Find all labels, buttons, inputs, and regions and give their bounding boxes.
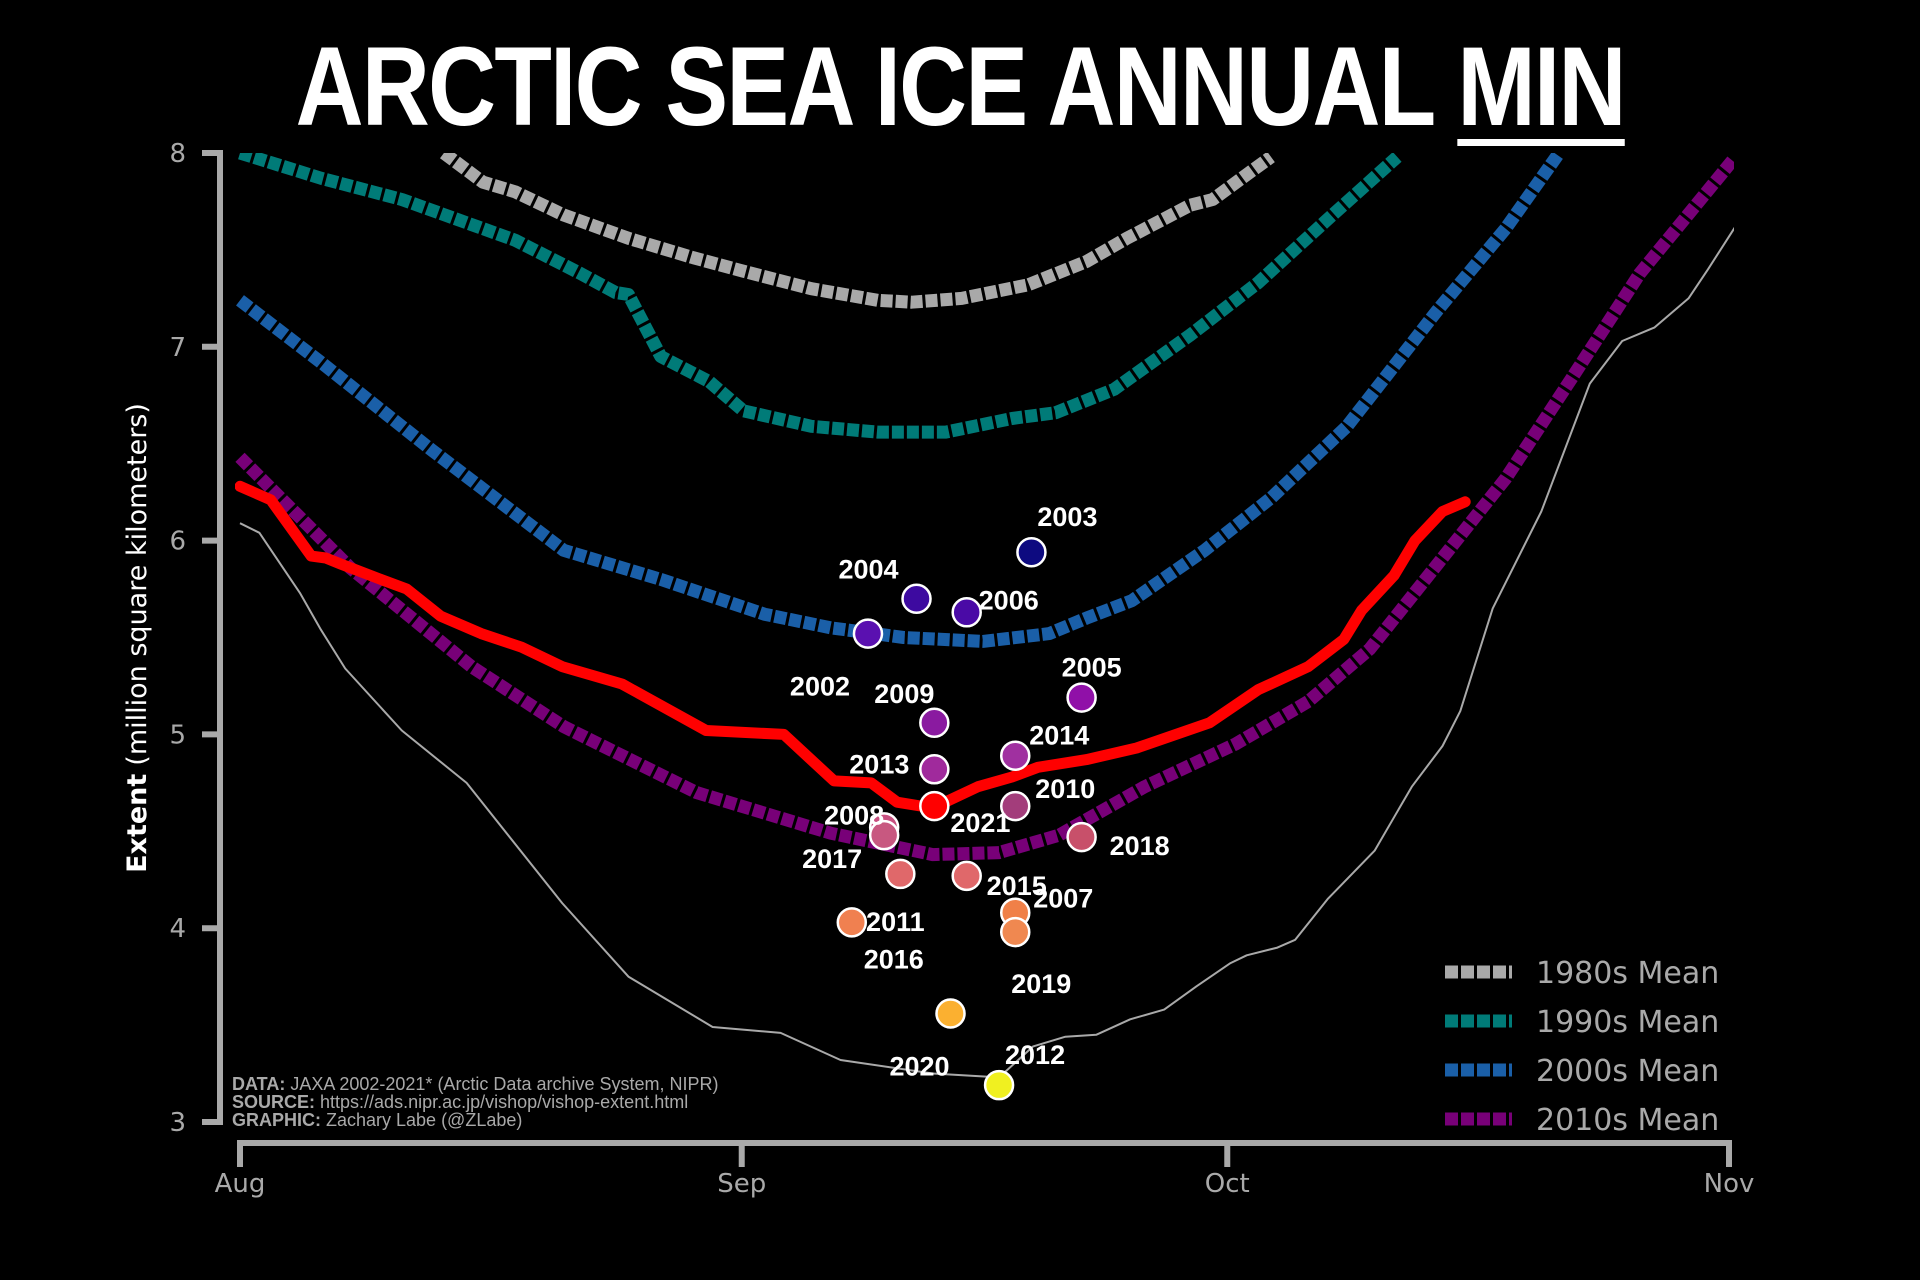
x-tick-label: Sep (717, 1169, 766, 1199)
minimum-point-2016 (836, 907, 868, 938)
minimum-label-2014: 2014 (1029, 721, 1089, 751)
minimum-point-2021 (919, 790, 950, 822)
y-axis-label: Extent (million square kilometers) (122, 403, 153, 873)
minimum-label-2009: 2009 (874, 679, 934, 709)
y-axis-label-rest: (million square kilometers) (122, 403, 153, 766)
legend-item-1990s-mean: 1990s Mean (1445, 1005, 1719, 1040)
credit-line: DATA: JAXA 2002-2021* (Arctic Data archiv… (232, 1074, 719, 1094)
legend: 1980s Mean 1990s Mean 2000s Mean 2010s Mean (1445, 956, 1719, 1138)
y-tick-label: 6 (169, 527, 186, 557)
minimum-point-2004 (901, 583, 932, 614)
minimum-label-2008: 2008 (824, 800, 884, 830)
chart-title: ARCTIC SEA ICE ANNUAL MIN (0, 22, 1920, 152)
points-layer: 2002 2003 2004 2005 2006 2007 2008 2009 2010 2011… (790, 502, 1170, 1101)
minimum-point-2014 (1000, 740, 1031, 771)
minimum-label-2007: 2007 (1033, 884, 1093, 914)
series-line-1980s-mean (440, 153, 1275, 309)
credit-label: GRAPHIC: (232, 1110, 321, 1130)
minimum-point-2009 (919, 707, 950, 739)
credits: DATA: JAXA 2002-2021* (Arctic Data archiv… (232, 1074, 719, 1130)
x-tick-label: Nov (1704, 1169, 1755, 1199)
minimum-point-2006 (951, 597, 982, 628)
legend-label: 1980s Mean (1536, 956, 1719, 991)
minimum-point-2011 (885, 858, 916, 890)
minimum-label-2015: 2015 (987, 871, 1047, 901)
credit-text: Zachary Labe (@ZLabe) (326, 1110, 522, 1130)
minimum-label-2010: 2010 (1035, 774, 1095, 804)
legend-item-2000s-mean: 2000s Mean (1445, 1054, 1719, 1089)
y-tick-label: 4 (169, 914, 186, 944)
minimum-point-2017 (868, 819, 900, 851)
minimum-point-2012 (983, 1069, 1015, 1101)
x-tick-label: Aug (215, 1169, 266, 1199)
series-line-1990s-mean (238, 153, 1402, 439)
legend-label: 2010s Mean (1536, 1103, 1719, 1138)
minimum-label-2012: 2012 (1005, 1040, 1065, 1070)
y-tick-label: 3 (169, 1108, 186, 1138)
minimum-label-2003: 2003 (1037, 502, 1097, 532)
minimum-label-2020: 2020 (889, 1051, 949, 1081)
credit-label: SOURCE: (232, 1092, 315, 1112)
minimum-label-2013: 2013 (849, 749, 909, 779)
credit-line: GRAPHIC: Zachary Labe (@ZLabe) (232, 1110, 522, 1130)
legend-item-2010s-mean: 2010s Mean (1445, 1103, 1719, 1138)
minimum-point-2020 (935, 998, 966, 1029)
minimum-point-2002 (852, 618, 884, 649)
series-line-2012 (239, 226, 1734, 1079)
series-layer (235, 153, 1734, 1079)
credit-line: SOURCE: https://ads.nipr.ac.jp/vishop/vis… (232, 1092, 688, 1112)
credit-text: https://ads.nipr.ac.jp/vishop/vishop-ext… (320, 1092, 688, 1112)
minimum-label-2006: 2006 (979, 585, 1039, 615)
minimum-label-2019: 2019 (1011, 969, 1071, 999)
legend-item-1980s-mean: 1980s Mean (1445, 956, 1719, 991)
minimum-point-2015 (951, 860, 982, 892)
y-axis-line (202, 150, 223, 1125)
y-tick-label: 8 (169, 139, 186, 169)
minimum-label-2016: 2016 (864, 944, 924, 974)
minimum-label-2005: 2005 (1062, 653, 1122, 683)
series-line-2000s-mean (236, 153, 1565, 648)
minimum-point-2005 (1066, 682, 1097, 713)
minimum-point-2019 (1000, 916, 1031, 948)
y-axis-label-bold: Extent (122, 774, 153, 873)
minimum-label-2021: 2021 (950, 808, 1010, 838)
chart-title-emphasis: MIN (1457, 24, 1626, 149)
axes-layer: 3 4 5 6 7 8 Aug Sep Oct Nov (169, 139, 1754, 1199)
series-line-2021 (235, 480, 1471, 814)
minimum-label-2002: 2002 (790, 672, 850, 702)
minimum-label-2011: 2011 (866, 907, 925, 937)
legend-label: 1990s Mean (1536, 1005, 1719, 1040)
chart-title-main: ARCTIC SEA ICE ANNUAL (295, 24, 1434, 149)
minimum-point-2018 (1066, 821, 1097, 853)
minimum-label-2017: 2017 (802, 844, 862, 874)
minimum-label-2018: 2018 (1110, 831, 1170, 861)
credit-text: JAXA 2002-2021* (Arctic Data archive Sys… (290, 1074, 718, 1094)
x-tick-label: Oct (1205, 1169, 1250, 1199)
minimum-point-2013 (919, 754, 950, 785)
minimum-label-2004: 2004 (838, 555, 898, 585)
minimum-point-2003 (1016, 536, 1047, 568)
x-axis-line (237, 1140, 1732, 1167)
legend-label: 2000s Mean (1536, 1054, 1719, 1089)
credit-label: DATA: (232, 1074, 285, 1094)
series-line-2010s-mean (235, 154, 1734, 862)
minimum-point-2010 (1000, 790, 1031, 822)
y-tick-label: 5 (169, 720, 186, 750)
y-tick-label: 7 (169, 333, 186, 363)
